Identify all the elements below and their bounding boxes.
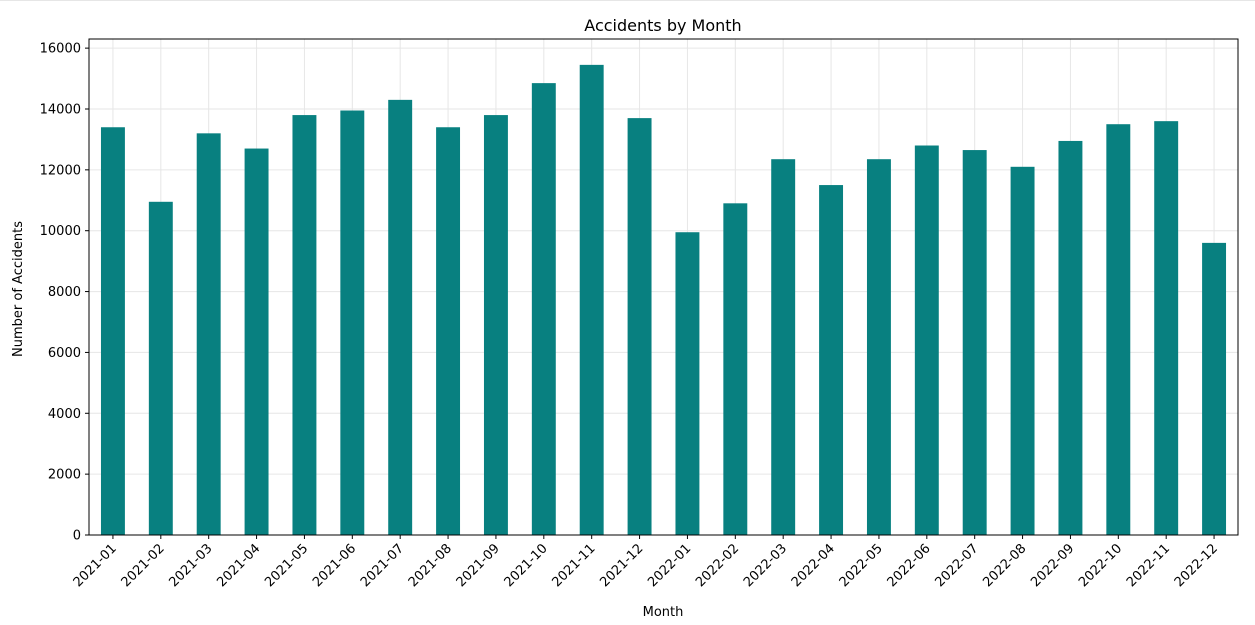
bar (388, 99, 413, 536)
y-tick-label: 6000 (48, 346, 81, 361)
x-tick-label: 2022-06 (885, 541, 934, 590)
x-tick-label: 2022-12 (1172, 541, 1221, 590)
top-divider (0, 0, 1255, 1)
y-tick-label: 0 (73, 529, 81, 544)
x-tick-label: 2022-03 (741, 541, 790, 590)
bar (531, 83, 556, 536)
bar (579, 64, 604, 536)
bar (627, 118, 652, 535)
y-tick-label: 2000 (48, 468, 81, 483)
x-tick-label: 2021-10 (502, 541, 551, 590)
bar (1202, 242, 1227, 535)
bar (962, 150, 987, 535)
bar (866, 159, 891, 535)
x-axis-label: Month (643, 605, 684, 620)
y-axis-label: Number of Accidents (11, 221, 26, 357)
bar (1106, 124, 1131, 535)
bar (100, 127, 125, 536)
bar (292, 115, 317, 536)
x-tick-label: 2022-08 (980, 541, 1029, 590)
x-tick-label: 2021-11 (549, 541, 598, 590)
x-tick-label: 2021-09 (454, 541, 503, 590)
y-axis-ticks: 0 2000 4000 6000 8000 10000 12000 14000 16000 (40, 42, 89, 544)
bar (723, 203, 748, 535)
bar (1010, 166, 1035, 535)
x-tick-label: 2022-04 (789, 541, 838, 590)
y-tick-label: 16000 (40, 42, 81, 57)
plot-frame (88, 38, 1239, 536)
x-tick-label: 2021-07 (358, 541, 407, 590)
x-tick-label: 2021-03 (166, 541, 215, 590)
x-tick-label: 2022-10 (1076, 541, 1125, 590)
bar (196, 133, 221, 535)
bar (148, 201, 173, 535)
y-tick-label: 10000 (40, 224, 81, 239)
x-tick-label: 2022-05 (837, 541, 886, 590)
y-tick-label: 14000 (40, 102, 81, 117)
x-tick-label: 2022-09 (1028, 541, 1077, 590)
x-tick-label: 2021-05 (262, 541, 311, 590)
bar (819, 185, 844, 536)
x-tick-label: 2021-01 (71, 541, 120, 590)
x-tick-label: 2022-01 (645, 541, 694, 590)
x-tick-label: 2021-06 (310, 541, 359, 590)
x-tick-label: 2022-02 (693, 541, 742, 590)
chart-title: Accidents by Month (584, 16, 741, 35)
x-tick-label: 2021-02 (119, 541, 168, 590)
x-tick-label: 2021-04 (214, 541, 263, 590)
bar (483, 115, 508, 536)
bar (1154, 121, 1179, 535)
y-tick-label: 4000 (48, 407, 81, 422)
bar (771, 159, 796, 535)
x-tick-label: 2022-07 (932, 541, 981, 590)
bar (675, 232, 700, 535)
bar (914, 145, 939, 536)
y-tick-label: 12000 (40, 163, 81, 178)
x-tick-label: 2021-08 (406, 541, 455, 590)
y-tick-label: 8000 (48, 285, 81, 300)
bar (244, 148, 269, 535)
bar (340, 110, 365, 535)
bars (100, 64, 1227, 536)
bar (1058, 140, 1083, 535)
x-tick-label: 2021-12 (597, 541, 646, 590)
bar (436, 127, 461, 536)
x-tick-label: 2022-11 (1124, 541, 1173, 590)
x-axis-ticks: 2021-012021-022021-032021-042021-052021-… (71, 535, 1221, 590)
